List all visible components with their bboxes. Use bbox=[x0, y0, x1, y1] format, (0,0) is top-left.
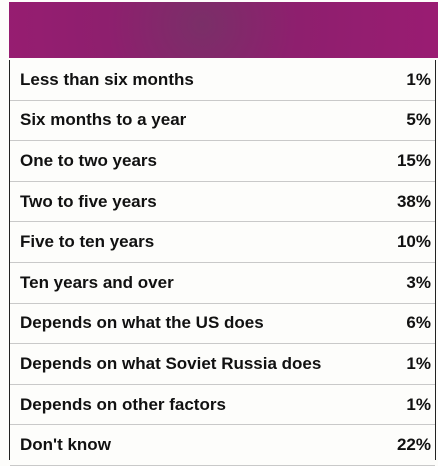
row-value: 6% bbox=[406, 313, 431, 333]
row-value: 22% bbox=[396, 435, 431, 455]
table-row: One to two years 15% bbox=[10, 141, 435, 182]
table-row: Less than six months 1% bbox=[10, 60, 435, 101]
row-value: 3% bbox=[406, 272, 431, 292]
row-label: Depends on what the US does bbox=[20, 313, 264, 333]
table: Less than six months 1% Six months to a ye… bbox=[9, 60, 436, 466]
row-value: 5% bbox=[406, 110, 431, 130]
row-value: 38% bbox=[396, 191, 431, 211]
table-row: Five to ten years 10% bbox=[10, 222, 435, 263]
row-value: 1% bbox=[406, 69, 431, 89]
header-band bbox=[9, 2, 438, 58]
row-label: Less than six months bbox=[20, 69, 194, 89]
row-label: Depends on what Soviet Russia does bbox=[20, 353, 322, 373]
table-row: Six months to a year 5% bbox=[10, 101, 435, 142]
row-label: Depends on other factors bbox=[20, 394, 226, 414]
row-value: 1% bbox=[406, 394, 431, 414]
row-label: One to two years bbox=[20, 150, 157, 170]
table-row: Depends on other factors 1% bbox=[10, 385, 435, 426]
table-row: Two to five years 38% bbox=[10, 182, 435, 223]
row-value: 10% bbox=[396, 232, 431, 252]
row-label: Six months to a year bbox=[20, 110, 187, 130]
row-label: Two to five years bbox=[20, 191, 157, 211]
table-row: Depends on what Soviet Russia does 1% bbox=[10, 344, 435, 385]
table-row: Depends on what the US does 6% bbox=[10, 304, 435, 345]
row-label: Don't know bbox=[20, 435, 111, 455]
table-row: Ten years and over 3% bbox=[10, 263, 435, 304]
row-value: 1% bbox=[406, 353, 431, 373]
row-label: Five to ten years bbox=[20, 232, 155, 252]
row-label: Ten years and over bbox=[20, 272, 174, 292]
row-value: 15% bbox=[396, 150, 431, 170]
